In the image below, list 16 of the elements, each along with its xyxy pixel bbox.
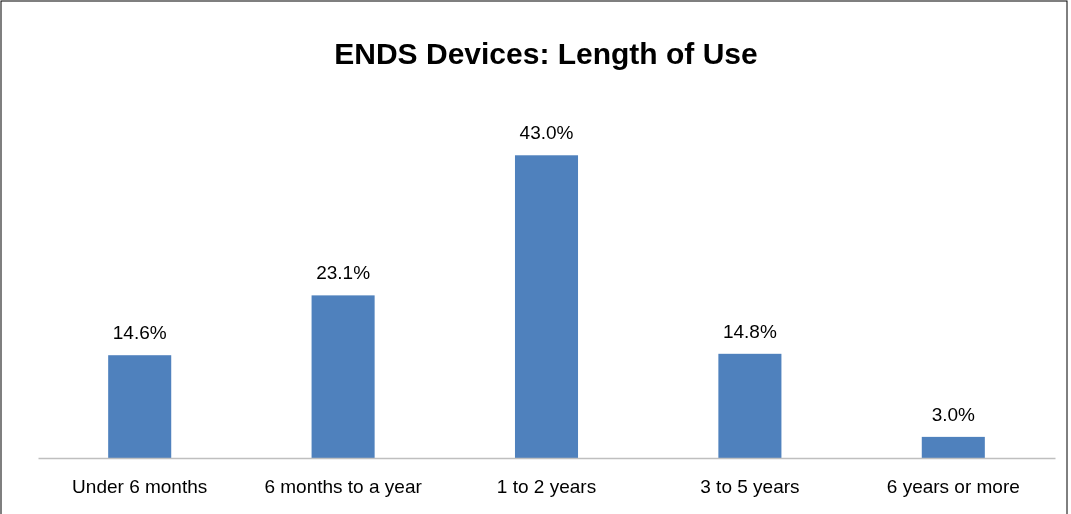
data-label: 23.1%	[316, 262, 371, 284]
x-tick-label: Under 6 months	[72, 476, 208, 498]
bar	[921, 436, 985, 458]
x-tick-label: 6 years or more	[886, 476, 1020, 498]
x-tick-label: 3 to 5 years	[700, 476, 800, 498]
data-label: 14.8%	[722, 320, 777, 342]
bar	[718, 353, 782, 458]
bar	[514, 155, 579, 458]
bar	[108, 355, 172, 458]
x-tick-label: 6 months to a year	[264, 476, 423, 498]
data-label: 43.0%	[519, 122, 574, 144]
data-label: 14.6%	[112, 322, 167, 344]
data-label: 3.0%	[931, 403, 976, 425]
x-tick-label: 1 to 2 years	[496, 476, 597, 498]
chart-title: ENDS Devices: Length of Use	[334, 37, 758, 70]
bar	[311, 295, 375, 458]
